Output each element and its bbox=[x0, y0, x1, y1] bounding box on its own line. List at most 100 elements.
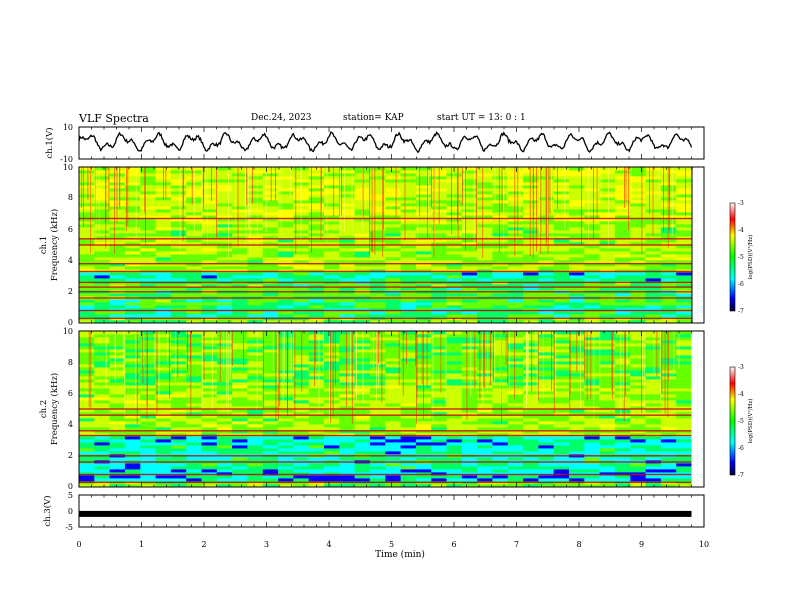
spectrogram-cell bbox=[599, 466, 616, 470]
spectrogram-cell bbox=[400, 451, 417, 455]
spectrogram-cell bbox=[630, 212, 646, 216]
spectrogram-cell bbox=[79, 370, 95, 374]
spectrogram-cell bbox=[599, 334, 616, 338]
spectrogram-cell bbox=[660, 248, 677, 252]
spectrogram-cell bbox=[614, 382, 631, 386]
spectrogram-cell bbox=[599, 367, 616, 371]
spectrogram-cell bbox=[124, 248, 141, 252]
spectrogram-cell bbox=[109, 418, 126, 422]
spectrogram-cell bbox=[170, 257, 187, 261]
spectrogram-cell bbox=[385, 472, 401, 476]
spectrogram-cell bbox=[124, 439, 141, 443]
spectrogram-cell bbox=[170, 346, 187, 350]
spectrogram-cell bbox=[278, 206, 294, 210]
spectrogram-cell bbox=[614, 251, 631, 255]
spectrogram-cell bbox=[400, 427, 417, 431]
spectrogram-cell bbox=[94, 314, 110, 318]
spectrogram-cell bbox=[79, 391, 95, 395]
spectrogram-cell bbox=[170, 233, 187, 237]
spectrogram-cell bbox=[124, 284, 141, 288]
spectrogram-cell bbox=[507, 203, 524, 207]
spectrogram-cell bbox=[523, 382, 539, 386]
spectrogram-cell bbox=[523, 185, 539, 189]
spectrogram-cell bbox=[492, 227, 509, 231]
spectrogram-cell bbox=[124, 340, 141, 344]
spectrogram-cell bbox=[446, 382, 463, 386]
spectrogram-cell bbox=[216, 469, 233, 473]
spectrogram-cell bbox=[676, 436, 692, 440]
spectrogram-cell bbox=[676, 272, 692, 276]
spectrogram-cell bbox=[170, 221, 187, 225]
spectrogram-cell bbox=[124, 218, 141, 222]
spectrogram-cell bbox=[201, 334, 218, 338]
spectrogram-cell bbox=[109, 272, 126, 276]
ch2-cb-tick-4: -4 bbox=[738, 391, 744, 398]
spectrogram-cell bbox=[446, 299, 463, 303]
spectrogram-cell bbox=[324, 376, 340, 380]
spectrogram-cell bbox=[660, 206, 677, 210]
spectrogram-cell bbox=[170, 188, 187, 192]
spectrogram-cell bbox=[614, 358, 631, 362]
spectrogram-cell bbox=[507, 421, 524, 425]
spectrogram-cell bbox=[278, 215, 294, 219]
spectrogram-cell bbox=[109, 287, 126, 291]
spectrogram-cell bbox=[140, 248, 156, 252]
spectrogram-cell bbox=[324, 173, 340, 177]
spectrogram-cell bbox=[216, 337, 233, 341]
spectrogram-cell bbox=[186, 409, 202, 413]
spectrogram-cell bbox=[584, 293, 600, 297]
spectrogram-cell bbox=[630, 293, 646, 297]
spectrogram-cell bbox=[79, 427, 95, 431]
spectrogram-cell bbox=[94, 182, 110, 186]
spectrogram-cell bbox=[124, 275, 141, 279]
spectrogram-cell bbox=[155, 469, 172, 473]
spectrogram-cell bbox=[385, 403, 401, 407]
spectrogram-cell bbox=[109, 284, 126, 288]
spectrogram-cell bbox=[124, 224, 141, 228]
spectrogram-cell bbox=[308, 218, 325, 222]
spectrogram-cell bbox=[630, 451, 646, 455]
spectrogram-cell bbox=[94, 433, 110, 437]
spectrogram-cell bbox=[400, 421, 417, 425]
spectrogram-cell bbox=[186, 263, 202, 267]
spectrogram-cell bbox=[79, 308, 95, 312]
spectrogram-cell bbox=[660, 320, 677, 324]
spectrogram-cell bbox=[79, 320, 95, 324]
spectrogram-cell bbox=[369, 284, 386, 288]
spectrogram-cell bbox=[170, 403, 187, 407]
ch2-ftick-4: 4 bbox=[68, 420, 73, 429]
spectrogram-cell bbox=[538, 311, 555, 315]
spectrogram-cell bbox=[247, 257, 264, 261]
sferic-streak bbox=[211, 331, 213, 412]
spectrogram-cell bbox=[676, 179, 692, 183]
spectrogram-cell bbox=[278, 173, 294, 177]
spectrogram-cell bbox=[446, 469, 463, 473]
spectrogram-cell bbox=[201, 248, 218, 252]
spectrogram-cell bbox=[232, 278, 248, 282]
spectrogram-cell bbox=[278, 385, 294, 389]
spectrogram-cell bbox=[293, 415, 310, 419]
spectrogram-cell bbox=[354, 436, 371, 440]
spectrogram-cell bbox=[400, 382, 417, 386]
spectrogram-cell bbox=[477, 206, 493, 210]
spectrogram-cell bbox=[385, 242, 401, 246]
spectrogram-cell bbox=[170, 245, 187, 249]
spectrogram-cell bbox=[415, 457, 432, 461]
spectrogram-cell bbox=[492, 436, 509, 440]
sferic-streak bbox=[314, 331, 315, 386]
spectrogram-cell bbox=[660, 424, 677, 428]
spectrogram-cell bbox=[676, 284, 692, 288]
spectrogram-cell bbox=[124, 352, 141, 356]
spectrogram-cell bbox=[446, 275, 463, 279]
spectrogram-cell bbox=[400, 254, 417, 258]
spectrogram-cell bbox=[324, 361, 340, 365]
spectrogram-cell bbox=[507, 191, 524, 195]
ch1-spec-ylabel: Frequency (kHz) bbox=[49, 209, 60, 281]
spectrogram-cell bbox=[584, 355, 600, 359]
spectrogram-cell bbox=[553, 448, 570, 452]
spectrogram-cell bbox=[262, 409, 279, 413]
sferic-streak bbox=[383, 167, 384, 230]
spectrogram-cell bbox=[614, 221, 631, 225]
spectrogram-cell bbox=[584, 352, 600, 356]
spectrogram-cell bbox=[584, 448, 600, 452]
